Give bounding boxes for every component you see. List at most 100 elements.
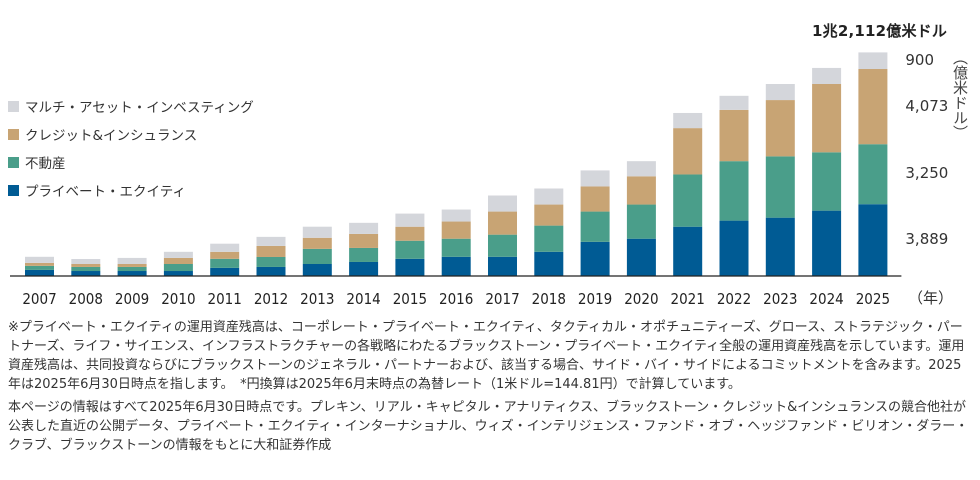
bar-multi-asset-2017	[488, 195, 517, 212]
bar-real-estate-2020	[626, 204, 656, 239]
bar-private-equity-2018	[534, 251, 564, 276]
bar-private-equity-2012	[256, 266, 286, 276]
x-tick-2019: 2019	[578, 290, 612, 308]
bar-credit-2025	[858, 69, 888, 145]
bar-private-equity-2020	[626, 238, 656, 276]
bar-credit-2018	[534, 204, 564, 226]
bar-credit-2020	[626, 176, 656, 205]
bar-credit-2010	[163, 257, 193, 264]
bar-multi-asset-2009	[117, 257, 147, 264]
legend-swatch-credit	[8, 128, 19, 140]
footnote-aum-definition: ※プライベート・エクイティの運用資産残高は、コーポレート・プライベート・エクイテ…	[8, 320, 965, 392]
bar-private-equity-2025	[858, 204, 888, 276]
bar-multi-asset-2020	[626, 161, 656, 177]
x-tick-2012: 2012	[254, 290, 288, 308]
legend-item-real-estate: 不動産	[8, 148, 254, 176]
legend-label-real-estate: 不動産	[25, 156, 66, 172]
bar-private-equity-2019	[580, 241, 610, 276]
x-tick-2018: 2018	[532, 290, 566, 308]
bar-credit-2016	[441, 221, 471, 239]
bar-private-equity-2008	[71, 271, 101, 276]
bar-private-equity-2013	[302, 264, 332, 276]
bar-credit-2015	[395, 226, 425, 241]
bar-real-estate-2007	[25, 265, 54, 270]
bar-real-estate-2016	[441, 238, 471, 257]
bar-private-equity-2014	[349, 261, 379, 276]
legend-item-private-equity: プライベート・エクイティ	[8, 176, 254, 204]
bar-private-equity-2023	[765, 217, 795, 276]
legend-label-credit: クレジット&インシュランス	[25, 128, 198, 144]
legend-swatch-multi-asset	[8, 100, 19, 112]
x-tick-2016: 2016	[439, 290, 473, 308]
bar-private-equity-2011	[210, 267, 240, 276]
y-unit-label: （億米ドル）	[951, 50, 969, 140]
segment-label-credit: 4,073	[905, 96, 949, 115]
x-unit-label: （年）	[908, 289, 954, 307]
bar-multi-asset-2022	[719, 95, 749, 110]
bar-real-estate-2011	[210, 258, 240, 268]
x-tick-labels: 2007 2008 2009 2010 2011 2012 2013 2014 2015 2016…	[22, 290, 890, 308]
segment-label-multi-asset: 900	[905, 50, 935, 69]
bar-multi-asset-2021	[673, 112, 703, 129]
x-tick-2013: 2013	[300, 290, 334, 308]
x-tick-2020: 2020	[624, 290, 658, 308]
bars-group	[25, 52, 888, 276]
bar-real-estate-2022	[719, 161, 749, 221]
bar-real-estate-2019	[580, 211, 610, 242]
segment-label-real-estate: 3,250	[905, 164, 949, 183]
bar-multi-asset-2019	[580, 170, 610, 187]
bar-multi-asset-2010	[163, 251, 193, 258]
bar-credit-2009	[117, 264, 147, 267]
bar-credit-2023	[765, 100, 795, 157]
x-tick-2010: 2010	[161, 290, 195, 308]
footnotes: ※プライベート・エクイティの運用資産残高は、コーポレート・プライベート・エクイテ…	[8, 318, 974, 455]
bar-real-estate-2024	[812, 152, 842, 211]
bar-real-estate-2023	[765, 156, 795, 218]
stacked-bar-chart: 2007 2008 2009 2010 2011 2012 2013 2014 2015 2016…	[10, 52, 902, 308]
total-2025-label: 1兆2,112億米ドル	[812, 22, 948, 40]
legend-label-multi-asset: マルチ・アセット・インベスティング	[25, 100, 254, 116]
bar-multi-asset-2013	[302, 226, 332, 238]
bar-real-estate-2015	[395, 240, 425, 259]
x-tick-2011: 2011	[208, 290, 242, 308]
bar-private-equity-2015	[395, 258, 425, 276]
x-tick-2024: 2024	[809, 290, 843, 308]
bar-multi-asset-2025	[858, 52, 888, 70]
bar-private-equity-2009	[117, 271, 147, 276]
bar-real-estate-2013	[302, 248, 332, 264]
x-tick-2008: 2008	[69, 290, 103, 308]
bar-multi-asset-2024	[812, 67, 842, 84]
bar-multi-asset-2007	[25, 256, 54, 263]
segment-label-private-equity: 3,889	[905, 230, 949, 249]
bar-multi-asset-2018	[534, 188, 564, 205]
bar-real-estate-2009	[117, 266, 147, 272]
x-tick-2007: 2007	[22, 290, 56, 308]
legend-swatch-real-estate	[8, 156, 19, 168]
bar-credit-2014	[349, 233, 379, 248]
bar-real-estate-2025	[858, 144, 888, 205]
bar-credit-2022	[719, 109, 749, 162]
x-tick-2014: 2014	[346, 290, 380, 308]
bar-real-estate-2010	[163, 264, 193, 272]
bar-private-equity-2021	[673, 226, 703, 276]
bar-credit-2013	[302, 237, 332, 249]
x-tick-2022: 2022	[717, 290, 751, 308]
bar-real-estate-2017	[488, 234, 517, 257]
bar-real-estate-2008	[71, 266, 101, 272]
x-tick-2015: 2015	[393, 290, 427, 308]
bar-credit-2017	[488, 211, 517, 235]
bar-credit-2012	[256, 245, 286, 257]
bar-private-equity-2017	[488, 256, 517, 276]
legend-item-credit: クレジット&インシュランス	[8, 120, 254, 148]
bar-credit-2007	[25, 262, 54, 266]
bar-real-estate-2018	[534, 225, 564, 252]
bar-real-estate-2014	[349, 247, 379, 262]
x-tick-2023: 2023	[763, 290, 797, 308]
bar-private-equity-2016	[441, 256, 471, 276]
x-tick-2017: 2017	[485, 290, 519, 308]
bar-credit-2019	[580, 186, 610, 212]
bar-multi-asset-2023	[765, 84, 795, 101]
bar-credit-2008	[71, 264, 101, 267]
bar-credit-2011	[210, 251, 240, 259]
legend-swatch-private-equity	[8, 184, 19, 196]
